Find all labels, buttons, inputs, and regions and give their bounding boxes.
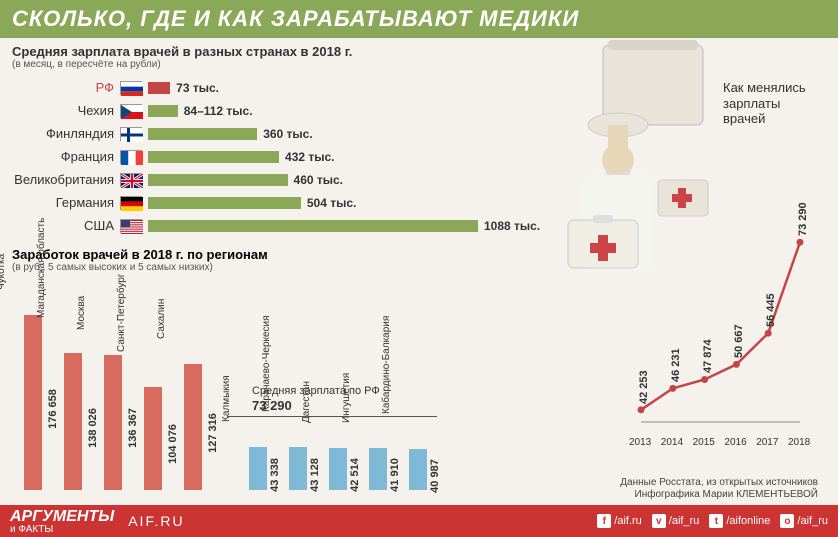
country-name: США [12, 218, 120, 233]
country-bar [148, 128, 257, 140]
country-name: Чехия [12, 103, 120, 118]
region-column: 127 316 [177, 364, 209, 490]
region-bar: 42 514 [329, 448, 347, 490]
region-label: Чукотка [0, 254, 7, 290]
region-label: Калмыкия [221, 375, 232, 422]
flag-icon [120, 127, 142, 141]
social-icon: v [652, 514, 666, 528]
flag-icon [120, 104, 142, 118]
region-bar: 43 338 [249, 447, 267, 490]
region-value: 127 316 [207, 413, 219, 453]
social-icon: t [709, 514, 723, 528]
footer-bar: АРГУМЕНТЫ и ФАКТЫ AIF.RU f/aif.ru v/aif_r… [0, 505, 838, 537]
region-label: Сахалин [156, 299, 167, 339]
region-bar: 127 316 [184, 364, 202, 490]
region-label: Магаданская область [36, 218, 47, 318]
source-text: Данные Росстата, из открытых источников … [620, 477, 818, 501]
line-chart-year: 2013 [629, 437, 651, 448]
page-title: СКОЛЬКО, ГДЕ И КАК ЗАРАБАТЫВАЮТ МЕДИКИ [0, 0, 838, 38]
brand-text1: АРГУМЕНТЫ [10, 508, 114, 525]
source-line2: Инфографика Марии КЛЕМЕНТЬЕВОЙ [620, 489, 818, 501]
line-chart-year: 2018 [788, 437, 810, 448]
country-bar [148, 82, 170, 94]
country-bar [148, 151, 279, 163]
footer-site: AIF.RU [128, 513, 184, 529]
region-bar: 176 658 [24, 315, 42, 490]
country-value: 504 тыс. [301, 196, 357, 210]
country-bar [148, 197, 301, 209]
social-link[interactable]: v/aif_ru [652, 514, 700, 528]
social-text: /aif.ru [614, 515, 642, 527]
social-link[interactable]: o/aif_ru [780, 514, 828, 528]
line-chart: 20132014201520162017201842 25346 23147 8… [633, 205, 818, 470]
line-chart-value: 46 231 [670, 349, 682, 383]
line-chart-value: 73 290 [797, 203, 809, 237]
region-column: 43 338 [242, 447, 274, 490]
flag-icon [120, 196, 142, 210]
social-text: /aif_ru [669, 515, 700, 527]
avg-line [227, 416, 437, 417]
region-value: 42 514 [349, 458, 361, 492]
region-value: 43 128 [309, 458, 321, 492]
line-chart-year: 2016 [724, 437, 746, 448]
country-name: Германия [12, 195, 120, 210]
social-text: /aifonline [726, 515, 770, 527]
country-value: 360 тыс. [257, 127, 313, 141]
region-bar: 41 910 [369, 448, 387, 490]
region-column: 41 910 [362, 448, 394, 490]
country-bar [148, 105, 178, 117]
line-chart-title: Как менялись зарплаты врачей [723, 80, 813, 127]
country-name: Франция [12, 149, 120, 164]
country-name: Великобритания [12, 172, 120, 187]
brand-text2: и ФАКТЫ [10, 524, 114, 535]
region-bar: 104 076 [144, 387, 162, 490]
region-bar: 136 367 [104, 355, 122, 490]
social-icon: o [780, 514, 794, 528]
avg-text: Средняя зарплата по РФ73 290 [252, 385, 380, 414]
country-name: РФ [12, 80, 120, 95]
footer-social: f/aif.ru v/aif_ru t/aifonline o/aif_ru [597, 514, 828, 528]
line-chart-value: 50 667 [733, 325, 745, 359]
flag-icon [120, 219, 142, 233]
regions-chart: 176 658 Чукотка 138 026 Магаданская обла… [12, 290, 452, 515]
region-bar: 138 026 [64, 353, 82, 490]
line-chart-year: 2014 [661, 437, 683, 448]
country-bar [148, 220, 478, 232]
flag-icon [120, 173, 142, 187]
region-label: Москва [76, 296, 87, 330]
region-value: 43 338 [269, 458, 281, 492]
region-column: 43 128 [282, 447, 314, 490]
brand-logo: АРГУМЕНТЫ и ФАКТЫ [10, 508, 114, 535]
flag-icon [120, 81, 142, 95]
flag-icon [120, 150, 142, 164]
country-value: 460 тыс. [288, 173, 344, 187]
social-icon: f [597, 514, 611, 528]
region-column: 104 076 [137, 387, 169, 490]
line-chart-value: 42 253 [638, 370, 650, 404]
region-column: 136 367 [97, 355, 129, 490]
region-column: 42 514 [322, 448, 354, 490]
region-column: 138 026 [57, 353, 89, 490]
line-chart-value: 47 874 [702, 340, 714, 374]
country-value: 432 тыс. [279, 150, 335, 164]
country-value: 84–112 тыс. [178, 104, 253, 118]
region-label: Санкт-Петербург [116, 273, 127, 351]
region-label: Кабардино-Балкария [381, 316, 392, 414]
country-value: 73 тыс. [170, 81, 219, 95]
line-chart-year: 2017 [756, 437, 778, 448]
region-bar: 40 987 [409, 449, 427, 490]
social-link[interactable]: f/aif.ru [597, 514, 642, 528]
country-name: Финляндия [12, 126, 120, 141]
region-column: 176 658 [17, 315, 49, 490]
line-chart-value: 56 445 [765, 294, 777, 328]
social-text: /aif_ru [797, 515, 828, 527]
source-line1: Данные Росстата, из открытых источников [620, 477, 818, 489]
region-value: 40 987 [429, 459, 441, 493]
country-bar [148, 174, 288, 186]
region-bar: 43 128 [289, 447, 307, 490]
line-chart-year: 2015 [693, 437, 715, 448]
social-link[interactable]: t/aifonline [709, 514, 770, 528]
region-column: 40 987 [402, 449, 434, 490]
region-value: 41 910 [389, 458, 401, 492]
